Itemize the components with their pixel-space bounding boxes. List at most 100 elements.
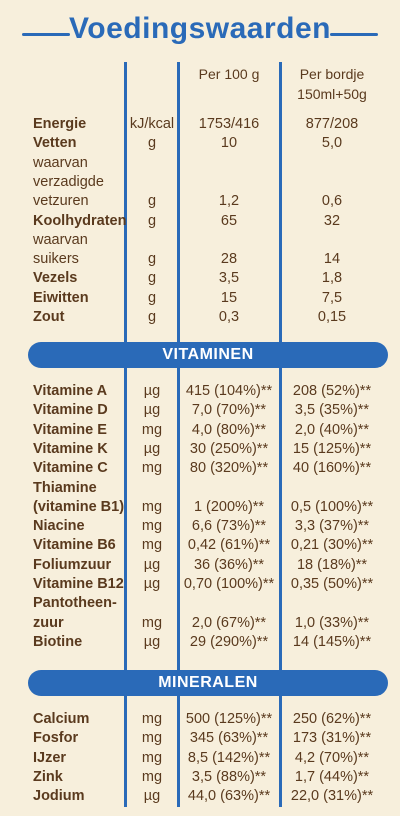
nutrient-name: Vitamine E [33,421,107,438]
unit-cell: mg [141,730,163,747]
value-per-100g: 8,5 (142%)** [187,749,271,766]
nutrient-name: Foliumzuur [33,556,112,573]
nutrient-name: Vitamine B12 [33,576,124,592]
value-per-bordje: 2,0 (40%)** [294,421,370,438]
nutrient-name: (vitamine B1) [33,498,125,515]
value-per-100g: 30 (250%)** [189,440,269,457]
value-per-100g: 6,6 (73%)** [191,518,267,535]
value-per-100g: 3,5 [218,270,240,287]
value-per-100g: 29 (290%)** [189,633,269,650]
value-per-bordje: 1,7 (44%)** [294,768,370,785]
nutrient-name: Vezels [33,270,78,287]
value-per-100g: 0,70 (100%)** [183,576,275,592]
unit-cell: µg [143,788,161,805]
value-per-100g: 44,0 (63%)** [187,788,271,805]
value-per-bordje: 7,5 [321,289,343,306]
unit-cell: g [147,135,157,152]
title-rule-left [22,33,70,36]
value-per-bordje: 32 [323,212,341,229]
value-per-bordje: 4,2 (70%)** [294,749,370,766]
value-per-bordje: 208 (52%)** [292,383,372,399]
title-area: Voedingswaarden [0,8,400,54]
value-per-bordje: 0,21 (30%)** [290,537,374,554]
unit-cell: µg [143,383,161,399]
value-per-bordje: 3,5 (35%)** [294,402,370,419]
nutrient-name: Energie [33,116,87,132]
nutrient-name: Koolhydraten [33,212,127,229]
value-per-100g: 1 (200%)** [193,498,265,515]
value-per-bordje: 0,6 [321,193,343,210]
nutrient-name: Vitamine K [33,440,108,457]
nutrient-name: Vetten [33,135,77,152]
nutrient-name: verzadigde [33,173,104,190]
unit-cell: g [147,289,157,306]
value-per-bordje: 0,35 (50%)** [290,576,374,592]
value-per-100g: 36 (36%)** [193,556,265,573]
value-per-100g: 80 (320%)** [189,460,269,477]
value-per-100g: 415 (104%)** [185,383,273,399]
unit-cell: µg [143,402,161,419]
nutrient-name: Niacine [33,518,85,535]
column-divider-3 [279,62,282,807]
page-title: Voedingswaarden [68,12,331,45]
value-per-bordje: 14 (145%)** [292,633,372,650]
nutrient-name: zuur [33,614,64,631]
unit-cell: mg [141,460,163,477]
value-per-bordje: 173 (31%)** [292,730,372,747]
value-per-100g: 1,2 [218,193,240,210]
value-per-bordje: 1,8 [321,270,343,287]
value-per-100g: 3,5 (88%)** [191,768,267,785]
value-per-100g: 345 (63%)** [189,730,269,747]
value-per-bordje: 5,0 [321,135,343,152]
unit-cell: mg [141,537,163,554]
unit-cell: mg [141,421,163,438]
header-per-bordje: Per bordje [299,66,365,82]
nutrient-name: Eiwitten [33,289,89,306]
nutrient-name: Calcium [33,711,90,727]
unit-cell: µg [143,556,161,573]
nutrient-name: Vitamine C [33,460,108,477]
value-per-100g: 4,0 (80%)** [191,421,267,438]
unit-cell: g [147,270,157,287]
nutrient-name: Jodium [33,788,85,805]
value-per-bordje: 22,0 (31%)** [290,788,374,805]
nutrient-name: Fosfor [33,730,79,747]
value-per-bordje: 3,3 (37%)** [294,518,370,535]
value-per-100g: 15 [220,289,238,306]
unit-cell: mg [141,518,163,535]
unit-cell: mg [141,711,163,727]
title-rule-right [330,33,378,36]
nutrient-name: suikers [33,251,79,268]
nutrient-name: vetzuren [33,193,89,210]
nutrient-name: Vitamine B6 [33,537,116,554]
unit-cell: µg [143,576,161,592]
nutrient-name: IJzer [33,749,67,766]
nutrient-name: Zout [33,309,65,325]
nutrient-name: Vitamine A [33,383,108,399]
value-per-100g: 2,0 (67%)** [191,614,267,631]
value-per-100g: 7,0 (70%)** [191,402,267,419]
value-per-bordje: 1,0 (33%)** [294,614,370,631]
header-per-100g: Per 100 g [198,66,260,82]
unit-cell: kJ/kcal [129,116,175,132]
unit-cell: µg [143,633,161,650]
value-per-bordje: 15 (125%)** [292,440,372,457]
value-per-100g: 1753/416 [198,116,260,132]
unit-cell: mg [141,614,163,631]
unit-cell: g [147,251,157,268]
value-per-bordje: 877/208 [305,116,359,132]
unit-cell: g [147,193,157,210]
vitamins-band: VITAMINEN [28,342,388,368]
value-per-100g: 500 (125%)** [185,711,273,727]
value-per-100g: 0,42 (61%)** [187,537,271,554]
unit-cell: µg [143,440,161,457]
unit-cell: mg [141,768,163,785]
unit-cell: g [147,212,157,229]
value-per-bordje: 0,5 (100%)** [290,498,374,515]
nutrient-name: Zink [33,768,63,785]
value-per-100g: 65 [220,212,238,229]
value-per-100g: 10 [220,135,238,152]
value-per-bordje: 18 (18%)** [296,556,368,573]
value-per-bordje: 14 [323,251,341,268]
unit-cell: mg [141,749,163,766]
